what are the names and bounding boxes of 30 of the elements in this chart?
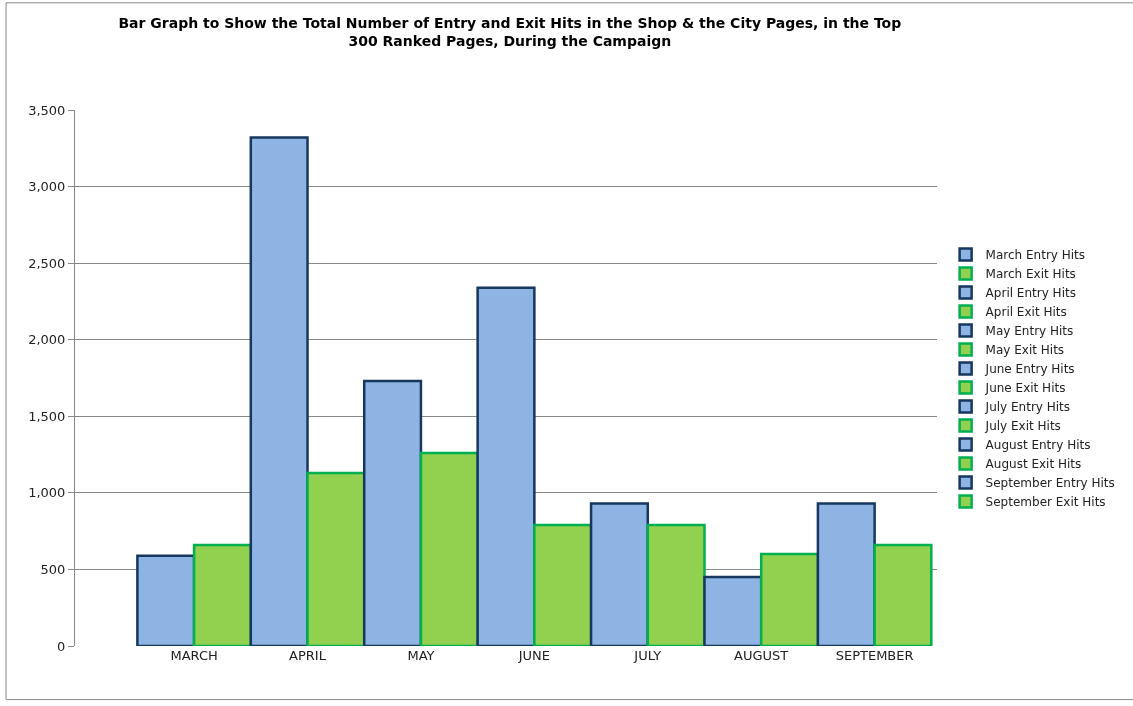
legend-label: September Exit Hits xyxy=(985,495,1106,510)
y-tick-label: 3,500 xyxy=(28,102,66,118)
legend-label: August Entry Hits xyxy=(985,438,1091,453)
legend-label: July Entry Hits xyxy=(984,400,1071,415)
legend-label: March Entry Hits xyxy=(985,248,1086,263)
legend-label: May Entry Hits xyxy=(985,324,1074,339)
legend-label: September Entry Hits xyxy=(985,476,1115,491)
x-tick-label: AUGUST xyxy=(734,648,789,663)
y-tick-label: 2,500 xyxy=(28,255,66,271)
x-tick-label: JUNE xyxy=(517,648,551,663)
x-tick-label: SEPTEMBER xyxy=(835,648,914,663)
legend-label: March Exit Hits xyxy=(985,267,1076,282)
y-tick-label: 1,500 xyxy=(28,408,66,424)
legend-label: August Exit Hits xyxy=(985,457,1082,472)
x-tick-label: JULY xyxy=(633,648,662,663)
chart-title: Bar Graph to Show the Total Number of Entry and Exit Hits in the Shop & the City Pages, in the Top 300 Ranked Pages, During the Campaign xyxy=(118,15,902,50)
x-tick-label: APRIL xyxy=(289,648,327,663)
y-tick-label: 0 xyxy=(57,638,66,654)
legend-label: May Exit Hits xyxy=(985,343,1065,358)
legend-label: April Exit Hits xyxy=(985,305,1067,320)
y-tick-label: 3,000 xyxy=(28,179,66,195)
y-tick-label: 1,000 xyxy=(28,485,66,501)
y-tick-label: 2,000 xyxy=(28,332,66,348)
y-tick-label: 500 xyxy=(40,561,66,577)
legend-label: April Entry Hits xyxy=(985,286,1076,301)
legend-label: June Entry Hits xyxy=(984,362,1075,377)
x-tick-label: MARCH xyxy=(170,648,218,663)
legend-label: June Exit Hits xyxy=(984,381,1066,396)
x-tick-label: MAY xyxy=(407,648,435,663)
legend-label: July Exit Hits xyxy=(984,419,1061,434)
